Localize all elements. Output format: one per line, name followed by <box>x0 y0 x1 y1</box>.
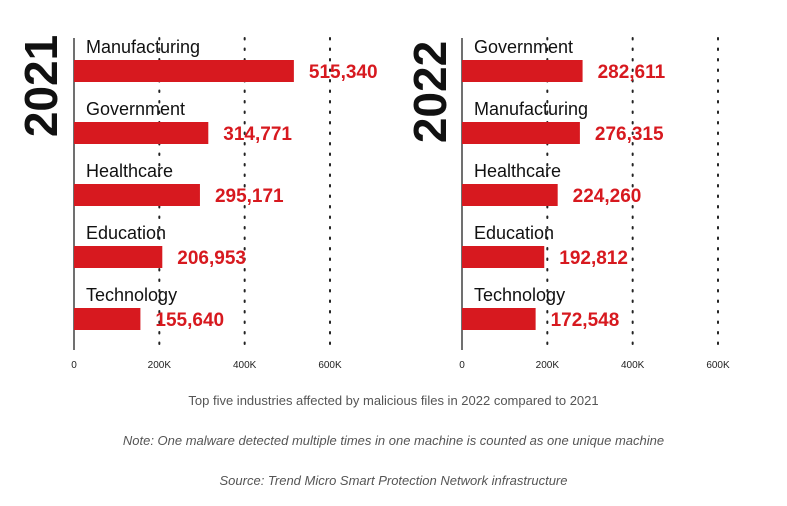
value-label: 192,812 <box>559 248 628 269</box>
category-label: Manufacturing <box>474 99 588 119</box>
category-label: Government <box>86 99 185 119</box>
chart-source: Source: Trend Micro Smart Protection Net… <box>219 473 568 488</box>
x-tick-label: 0 <box>71 360 77 371</box>
value-label: 282,611 <box>598 62 666 83</box>
value-label: 295,171 <box>215 186 284 207</box>
x-tick-label: 200K <box>148 360 172 371</box>
category-label: Technology <box>86 285 177 305</box>
value-label: 155,640 <box>155 310 224 331</box>
category-label: Education <box>86 223 166 243</box>
x-tick-label: 600K <box>706 360 730 371</box>
value-label: 515,340 <box>309 62 378 83</box>
chart-caption: Top five industries affected by maliciou… <box>188 393 599 408</box>
bar <box>462 308 536 330</box>
bar <box>462 60 583 82</box>
bar <box>462 122 580 144</box>
category-label: Manufacturing <box>86 37 200 57</box>
value-label: 276,315 <box>595 124 664 145</box>
x-tick-label: 400K <box>233 360 257 371</box>
x-tick-label: 400K <box>621 360 645 371</box>
value-label: 314,771 <box>223 124 292 145</box>
category-label: Healthcare <box>86 161 173 181</box>
bar <box>462 184 558 206</box>
x-tick-label: 600K <box>318 360 342 371</box>
x-tick-label: 0 <box>459 360 465 371</box>
bar <box>74 308 141 330</box>
value-label: 224,260 <box>573 186 642 207</box>
bar <box>74 122 209 144</box>
year-label: 2022 <box>404 41 456 143</box>
bar <box>74 246 163 268</box>
bar <box>74 60 294 82</box>
bar <box>74 184 200 206</box>
bar <box>462 246 545 268</box>
year-label: 2021 <box>15 35 67 137</box>
category-label: Healthcare <box>474 161 561 181</box>
category-label: Education <box>474 223 554 243</box>
category-label: Government <box>474 37 573 57</box>
value-label: 206,953 <box>177 248 246 269</box>
value-label: 172,548 <box>551 310 620 331</box>
category-label: Technology <box>474 285 565 305</box>
x-tick-label: 200K <box>536 360 560 371</box>
chart-note: Note: One malware detected multiple time… <box>122 433 665 448</box>
